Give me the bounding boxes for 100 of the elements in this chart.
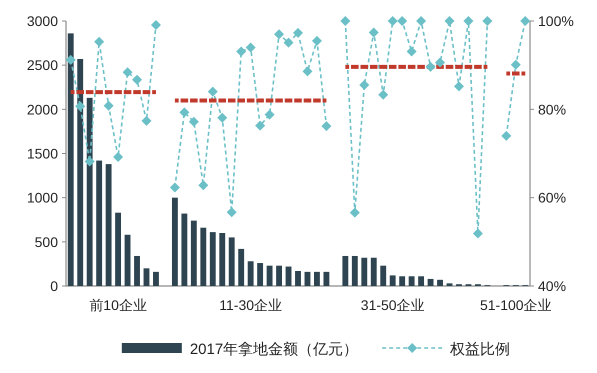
point — [170, 182, 180, 193]
point — [510, 60, 521, 70]
bar — [228, 237, 235, 286]
bar — [342, 256, 348, 286]
point — [179, 107, 190, 118]
point — [226, 207, 237, 218]
legend-label: 权益比例 — [449, 341, 510, 358]
y-tick-label: 500 — [34, 234, 58, 250]
point — [132, 74, 142, 85]
point — [255, 120, 266, 131]
point — [75, 101, 86, 112]
bar — [124, 234, 130, 286]
point — [104, 100, 114, 111]
bar — [286, 266, 292, 286]
bar — [219, 233, 226, 286]
x-tick-label: 11-30企业 — [219, 297, 282, 313]
bar — [181, 214, 188, 286]
point — [472, 228, 483, 238]
point — [302, 66, 312, 76]
point — [113, 152, 124, 162]
point — [501, 130, 512, 141]
bar — [446, 283, 452, 286]
bar — [276, 266, 282, 286]
bar — [86, 98, 93, 286]
point — [150, 20, 161, 30]
y-tick-label: 2500 — [26, 57, 58, 74]
point — [368, 27, 379, 38]
bar — [418, 276, 424, 286]
bar — [361, 258, 368, 286]
point — [217, 112, 228, 123]
point — [122, 67, 133, 78]
point — [246, 42, 256, 52]
bar — [399, 276, 406, 286]
bar — [144, 268, 150, 286]
bar — [323, 272, 330, 286]
bar — [428, 278, 434, 286]
y-tick-label: 1500 — [26, 146, 58, 162]
bar — [106, 164, 112, 286]
y2-tick-label: 40% — [538, 278, 566, 294]
bar — [238, 248, 244, 286]
y-tick-label: 3000 — [26, 13, 58, 29]
point — [406, 46, 417, 56]
bar — [390, 275, 396, 286]
bar — [408, 276, 415, 286]
point — [435, 58, 446, 68]
y-tick-label: 0 — [50, 278, 58, 294]
point — [284, 38, 294, 48]
point — [454, 81, 464, 92]
point — [66, 54, 76, 65]
bar — [352, 256, 358, 286]
point — [482, 16, 492, 26]
x-tick-label: 前10企业 — [89, 297, 147, 313]
point — [350, 208, 360, 218]
point — [388, 16, 398, 26]
point — [444, 16, 455, 26]
legend-label: 2017年拿地金额（亿元） — [190, 341, 358, 358]
point — [274, 29, 284, 40]
bar — [134, 256, 140, 286]
y2-tick-label: 60% — [538, 190, 566, 206]
y-tick-label: 2000 — [26, 101, 58, 118]
y2-tick-label: 80% — [538, 101, 566, 118]
y2-tick-label: 100% — [538, 13, 574, 29]
bar — [304, 272, 310, 286]
point — [463, 16, 474, 26]
point — [520, 16, 530, 26]
point — [359, 80, 370, 90]
bar — [68, 33, 74, 286]
point — [397, 16, 408, 26]
bar — [380, 266, 386, 286]
bar — [314, 272, 320, 286]
y-tick-label: 1000 — [26, 190, 58, 206]
bar — [172, 198, 178, 286]
bar — [266, 266, 273, 286]
point — [198, 180, 208, 190]
bar — [200, 228, 206, 286]
point — [416, 16, 426, 26]
x-tick-label: 31-50企业 — [360, 297, 425, 313]
bar — [257, 263, 264, 286]
point — [264, 110, 275, 120]
bar — [210, 232, 216, 286]
point — [293, 28, 303, 38]
point — [340, 16, 350, 26]
bar — [96, 160, 102, 286]
point — [188, 116, 199, 127]
bar — [190, 220, 197, 286]
bar — [370, 258, 377, 286]
point — [378, 90, 388, 100]
bar — [295, 270, 301, 286]
x-tick-label: 51-100企业 — [480, 297, 552, 313]
point — [208, 86, 218, 97]
bar — [153, 272, 159, 286]
bar — [437, 280, 443, 286]
bar — [248, 261, 254, 286]
bar — [115, 212, 122, 286]
point — [94, 36, 104, 47]
point — [321, 121, 332, 132]
point — [236, 46, 246, 56]
point — [84, 156, 95, 166]
point — [312, 36, 322, 46]
point — [426, 62, 436, 72]
